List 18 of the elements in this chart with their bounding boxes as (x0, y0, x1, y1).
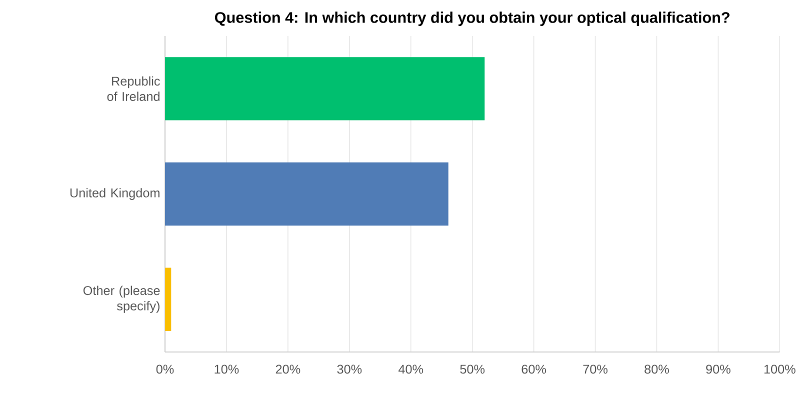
bar (165, 162, 448, 226)
x-tick-label: 70% (583, 364, 608, 374)
bar (165, 57, 485, 120)
y-tick-label: Other (please specify) (83, 286, 160, 313)
x-tick-label: 20% (276, 364, 300, 374)
x-tick-label: 10% (214, 364, 239, 374)
x-tick-label: 30% (337, 364, 362, 374)
x-tick-label: 90% (706, 364, 730, 374)
x-tick-label: 40% (398, 364, 424, 374)
x-tick-label: 100% (764, 364, 796, 374)
x-tick-label: 0% (156, 364, 174, 374)
y-tick-label: Republic of Ireland (107, 76, 160, 101)
bar (165, 268, 172, 331)
chart-title: Question 4: In which country did you obtain your optical qualification? (214, 12, 730, 26)
y-tick-label: United Kingdom (70, 188, 160, 200)
x-tick-label: 80% (644, 364, 669, 374)
x-tick-label: 60% (522, 364, 546, 374)
x-tick-label: 50% (460, 364, 485, 374)
